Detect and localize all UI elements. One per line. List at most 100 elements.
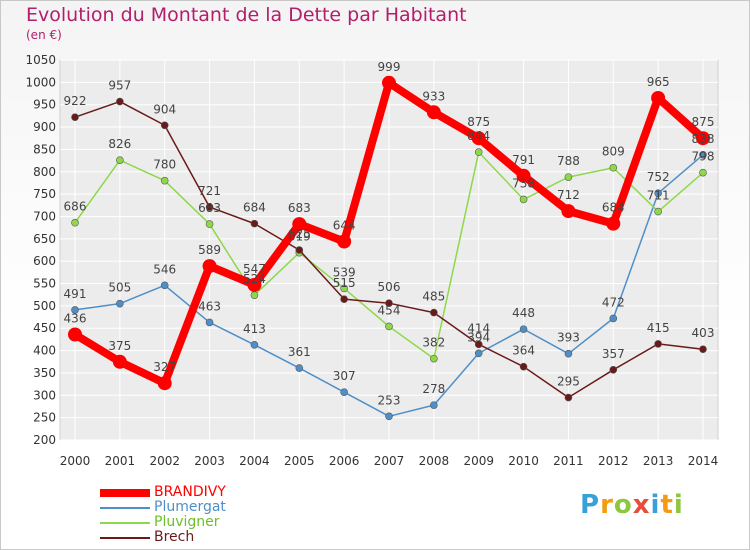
legend-swatch — [100, 488, 150, 497]
legend-label: Pluvigner — [154, 514, 220, 530]
x-tick-label: 2003 — [194, 454, 225, 468]
chart-legend: BRANDIVY Plumergat Pluvigner Brech — [100, 485, 226, 545]
y-tick-label: 750 — [33, 187, 56, 201]
legend-label: Brech — [154, 529, 195, 545]
data-label: 904 — [153, 102, 176, 116]
x-tick-label: 2008 — [419, 454, 450, 468]
x-tick-label: 2000 — [60, 454, 91, 468]
y-tick-label: 800 — [33, 165, 56, 179]
data-label: 965 — [647, 75, 670, 89]
data-point — [564, 173, 573, 181]
data-point — [340, 295, 348, 303]
y-tick-label: 1050 — [25, 53, 56, 67]
y-tick-label: 250 — [33, 411, 56, 425]
data-label: 472 — [602, 295, 625, 309]
data-point — [651, 91, 666, 105]
data-point — [430, 308, 438, 317]
data-point — [474, 349, 483, 358]
data-label: 382 — [422, 336, 445, 350]
data-label: 844 — [467, 129, 490, 143]
data-point — [68, 327, 82, 342]
x-tick-label: 2014 — [688, 454, 719, 468]
data-label: 327 — [153, 360, 176, 374]
legend-swatch — [100, 506, 150, 509]
data-label: 875 — [692, 115, 715, 129]
data-label: 361 — [288, 345, 311, 359]
data-point — [157, 376, 172, 391]
data-label: 791 — [512, 153, 535, 167]
x-tick-label: 2005 — [284, 454, 315, 468]
data-label: 454 — [378, 303, 401, 317]
data-point — [609, 163, 618, 172]
data-point — [474, 148, 483, 156]
data-point — [295, 364, 304, 372]
data-point — [205, 318, 214, 327]
x-tick-label: 2013 — [643, 454, 674, 468]
data-point — [564, 349, 573, 358]
data-point — [340, 284, 348, 293]
data-label: 295 — [557, 375, 580, 389]
data-label: 448 — [512, 306, 535, 320]
legend-item-brech: Brech — [100, 530, 226, 545]
y-tick-label: 500 — [33, 299, 56, 313]
data-point — [250, 340, 259, 349]
x-tick-label: 2001 — [105, 454, 136, 468]
data-label: 686 — [64, 200, 87, 214]
data-label: 515 — [333, 276, 356, 290]
data-point — [116, 97, 124, 106]
data-label: 826 — [108, 137, 131, 151]
data-point — [385, 322, 393, 331]
y-tick-label: 450 — [33, 321, 56, 335]
data-label: 278 — [422, 382, 445, 396]
x-tick-label: 2006 — [329, 454, 360, 468]
y-tick-label: 850 — [33, 142, 56, 156]
x-tick-label: 2004 — [239, 454, 270, 468]
y-tick-label: 700 — [33, 209, 56, 223]
data-point — [606, 216, 621, 231]
data-label: 999 — [378, 60, 401, 74]
data-point — [471, 131, 486, 146]
data-point — [385, 412, 393, 421]
data-point — [292, 217, 307, 232]
legend-item-brandivy: BRANDIVY — [100, 485, 226, 500]
data-label: 463 — [198, 299, 221, 313]
y-tick-label: 400 — [33, 344, 56, 358]
legend-label: BRANDIVY — [154, 484, 226, 500]
data-point — [474, 340, 483, 349]
data-label: 491 — [64, 287, 87, 301]
data-point — [519, 362, 528, 371]
data-label: 547 — [243, 262, 266, 276]
data-label: 721 — [198, 184, 221, 198]
x-tick-label: 2010 — [508, 454, 539, 468]
data-point — [561, 204, 576, 219]
data-point — [295, 246, 304, 254]
data-label: 589 — [198, 243, 221, 257]
data-label: 414 — [467, 321, 490, 335]
data-point — [654, 189, 662, 198]
data-label: 539 — [333, 265, 356, 279]
data-label: 364 — [512, 344, 535, 358]
x-tick-label: 2007 — [374, 454, 405, 468]
legend-swatch — [100, 536, 150, 539]
y-tick-label: 600 — [33, 254, 56, 268]
data-label: 684 — [602, 201, 625, 215]
data-label: 546 — [153, 262, 176, 276]
data-point — [696, 131, 710, 146]
x-tick-label: 2012 — [598, 454, 629, 468]
data-label: 711 — [647, 189, 670, 203]
y-tick-label: 900 — [33, 120, 56, 134]
x-tick-label: 2009 — [463, 454, 494, 468]
data-label: 394 — [467, 330, 490, 344]
data-label: 684 — [243, 201, 266, 215]
data-label: 357 — [602, 347, 625, 361]
data-label: 875 — [467, 115, 490, 129]
data-point — [516, 168, 531, 183]
data-label: 253 — [378, 393, 401, 407]
y-tick-label: 550 — [33, 277, 56, 291]
y-tick-label: 200 — [33, 433, 56, 447]
data-label: 413 — [243, 322, 266, 336]
chart-title: Evolution du Montant de la Dette par Hab… — [26, 4, 467, 26]
x-tick-label: 2002 — [149, 454, 180, 468]
data-point — [519, 325, 528, 333]
